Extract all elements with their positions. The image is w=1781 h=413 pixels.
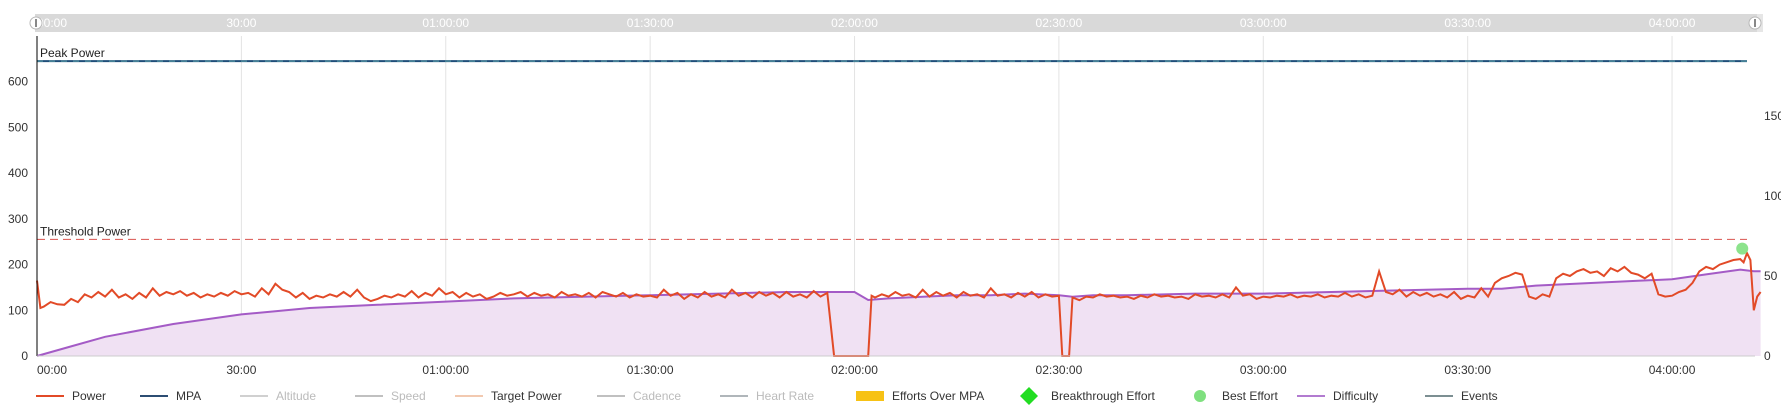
chart-legend: Power MPA Altitude Speed Target Power Cadence… <box>36 387 1498 405</box>
threshold-power-label: Threshold Power <box>40 224 131 238</box>
y-left-tick-label: 100 <box>8 303 28 317</box>
y-right-tick-label: 150 <box>1764 109 1781 123</box>
legend-item-altitude[interactable]: Altitude <box>240 389 316 403</box>
mpa-legend-label: MPA <box>176 389 201 403</box>
legend-item-heart-rate[interactable]: Heart Rate <box>720 389 814 403</box>
legend-item-difficulty[interactable]: Difficulty <box>1297 389 1378 403</box>
difficulty-legend-label: Difficulty <box>1333 389 1378 403</box>
navigator-right-handle[interactable] <box>1748 16 1762 30</box>
best-effort-marker[interactable] <box>1736 242 1749 255</box>
y-right-tick-label: 0 <box>1764 349 1771 363</box>
y-left-tick-label: 600 <box>8 75 28 89</box>
x-tick-label: 04:00:00 <box>1649 363 1696 377</box>
efforts-over-mpa-legend-label: Efforts Over MPA <box>892 389 984 403</box>
legend-item-cadence[interactable]: Cadence <box>597 389 681 403</box>
x-tick-label: 03:00:00 <box>1240 363 1287 377</box>
difficulty-area <box>37 269 1761 356</box>
speed-legend-label: Speed <box>391 389 426 403</box>
navigator-tick-label: 30:00 <box>226 16 256 30</box>
events-legend-label: Events <box>1461 389 1498 403</box>
navigator-tick-label: 03:30:00 <box>1444 16 1491 30</box>
y-left-tick-label: 200 <box>8 258 28 272</box>
navigator-tick-label: 01:30:00 <box>627 16 674 30</box>
power-line <box>36 250 1762 357</box>
altitude-legend-label: Altitude <box>276 389 316 403</box>
y-right-tick-label: 100 <box>1764 189 1781 203</box>
difficulty-line <box>36 268 1761 357</box>
right-y-axis: 0 50 100 150 <box>1764 109 1781 363</box>
diamond-icon <box>1020 387 1038 405</box>
best-effort-legend-label: Best Effort <box>1222 389 1278 403</box>
legend-item-events[interactable]: Events <box>1425 389 1498 403</box>
x-tick-label: 02:30:00 <box>1036 363 1083 377</box>
x-tick-label: 00:00 <box>37 363 67 377</box>
heart-rate-legend-label: Heart Rate <box>756 389 814 403</box>
time-navigator[interactable]: 00:00 30:00 01:00:00 01:30:00 02:00:00 02:30:… <box>29 14 1763 32</box>
breakthrough-effort-legend-label: Breakthrough Effort <box>1051 389 1156 403</box>
legend-item-breakthrough-effort[interactable]: Breakthrough Effort <box>1020 387 1156 405</box>
y-right-tick-label: 50 <box>1764 269 1778 283</box>
x-tick-label: 30:00 <box>226 363 256 377</box>
navigator-tick-label: 00:00 <box>37 16 67 30</box>
navigator-tick-label: 01:00:00 <box>422 16 469 30</box>
x-tick-label: 02:00:00 <box>831 363 878 377</box>
legend-item-mpa[interactable]: MPA <box>140 389 201 403</box>
y-left-tick-label: 500 <box>8 120 28 134</box>
left-y-axis: 0 100 200 300 400 500 600 <box>8 75 28 363</box>
y-left-tick-label: 400 <box>8 166 28 180</box>
cadence-legend-label: Cadence <box>633 389 681 403</box>
efforts-over-mpa-legend-swatch <box>856 391 884 401</box>
legend-item-target-power[interactable]: Target Power <box>455 389 562 403</box>
legend-item-power[interactable]: Power <box>36 389 106 403</box>
legend-item-efforts-over-mpa[interactable]: Efforts Over MPA <box>856 389 984 403</box>
y-left-tick-label: 0 <box>21 349 28 363</box>
navigator-tick-label: 04:00:00 <box>1649 16 1696 30</box>
navigator-left-handle[interactable] <box>29 16 43 30</box>
x-tick-label: 01:30:00 <box>627 363 674 377</box>
peak-power-label: Peak Power <box>40 46 105 60</box>
x-axis: 00:00 30:00 01:00:00 01:30:00 02:00:00 02:30:… <box>37 363 1696 377</box>
navigator-selection[interactable] <box>35 14 1757 32</box>
y-left-tick-label: 300 <box>8 212 28 226</box>
x-tick-label: 03:30:00 <box>1444 363 1491 377</box>
x-tick-label: 01:00:00 <box>422 363 469 377</box>
power-legend-label: Power <box>72 389 106 403</box>
target-power-legend-label: Target Power <box>491 389 562 403</box>
navigator-tick-label: 02:00:00 <box>831 16 878 30</box>
legend-item-speed[interactable]: Speed <box>355 389 426 403</box>
plot-area: Peak Power Threshold Power <box>36 36 1762 357</box>
circle-icon <box>1194 390 1206 402</box>
legend-item-best-effort[interactable]: Best Effort <box>1194 389 1278 403</box>
navigator-tick-label: 03:00:00 <box>1240 16 1287 30</box>
navigator-tick-label: 02:30:00 <box>1036 16 1083 30</box>
